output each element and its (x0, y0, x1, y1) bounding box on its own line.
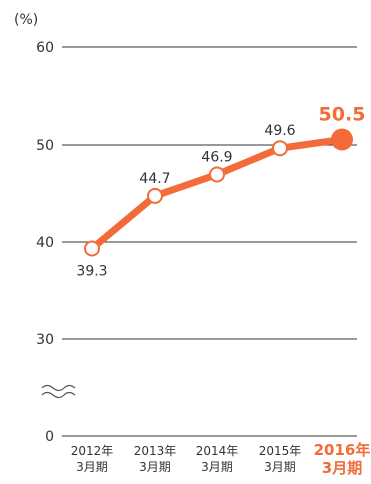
axis-break-icon (41, 384, 76, 399)
data-points (84, 128, 353, 257)
data-label: 49.6 (264, 123, 295, 139)
x-tick-label: 3月期 (322, 459, 362, 477)
y-unit-label: (%) (14, 12, 38, 28)
y-tick-label: 50 (36, 138, 54, 154)
data-labels: 39.3 44.7 46.9 49.6 50.5 (76, 104, 365, 280)
y-tick-label: 60 (36, 40, 54, 56)
x-tick-label: 3月期 (139, 460, 171, 474)
x-tick-label: 3月期 (201, 460, 233, 474)
x-tick-label: 2016年 (314, 441, 371, 459)
y-tick-labels: 60 50 40 30 0 (36, 40, 54, 445)
y-tick-label: 0 (45, 429, 54, 445)
x-tick-label: 2013年 (134, 444, 177, 458)
data-label: 46.9 (201, 150, 232, 166)
data-point (147, 187, 163, 204)
data-point (84, 240, 100, 257)
data-label: 50.5 (319, 104, 366, 126)
data-point (272, 140, 288, 157)
x-tick-label: 3月期 (76, 460, 108, 474)
x-tick-label: 2012年 (71, 444, 114, 458)
data-point (209, 166, 225, 183)
y-tick-label: 30 (36, 332, 54, 348)
data-label: 39.3 (76, 264, 107, 280)
x-tick-label: 2014年 (196, 444, 239, 458)
data-point-highlight (331, 128, 353, 151)
gridlines (62, 46, 357, 437)
data-label: 44.7 (139, 171, 170, 187)
x-tick-label: 3月期 (264, 460, 296, 474)
x-tick-label: 2015年 (259, 444, 302, 458)
y-tick-label: 40 (36, 235, 54, 251)
